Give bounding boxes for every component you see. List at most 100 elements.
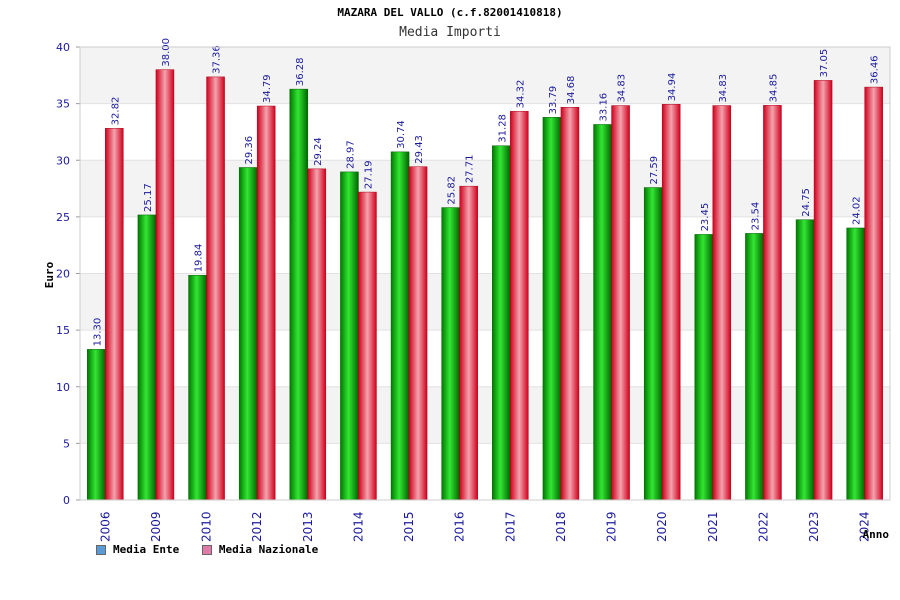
data-label: 27.71 [465,155,476,184]
y-tick-label: 5 [63,437,70,450]
y-tick-label: 10 [56,381,70,394]
data-label: 27.19 [363,160,374,189]
data-label: 38.00 [161,38,172,67]
x-tick-label: 2020 [655,511,669,542]
y-tick-label: 20 [56,268,70,281]
bar-media-nazionale-2009 [155,69,175,501]
bar-media-ente-2013 [289,88,309,501]
bar-media-nazionale-2006 [105,128,124,501]
data-label: 23.45 [700,203,711,232]
x-tick-label: 2012 [250,511,264,542]
bar-media-ente-2012 [238,167,258,501]
data-label: 32.82 [110,97,121,126]
data-label: 29.24 [313,137,324,166]
x-axis-label: Anno [863,528,890,541]
data-label: 33.79 [548,86,559,115]
data-label: 24.02 [852,196,863,225]
bar-media-nazionale-2022 [763,105,782,501]
bar-media-nazionale-2016 [459,185,478,501]
data-label: 29.43 [414,135,425,164]
legend-item-nazionale: Media Nazionale [201,543,319,556]
bar-media-nazionale-2023 [813,80,833,501]
y-tick-label: 30 [56,154,70,167]
legend-item-ente: Media Ente [96,543,179,556]
data-label: 34.68 [566,76,577,105]
data-label: 34.79 [262,74,273,103]
bar-media-ente-2021 [694,234,714,501]
y-tick-label: 40 [56,41,70,54]
bar-media-ente-2018 [542,117,562,501]
data-label: 31.28 [497,114,508,143]
plot-border [79,46,891,501]
bar-media-ente-2016 [441,207,460,501]
data-label: 13.30 [92,318,103,347]
bar-media-ente-2017 [492,145,511,501]
bar-media-nazionale-2019 [611,105,630,501]
legend-swatch-ente [96,544,106,555]
x-tick-label: 2018 [554,511,568,542]
data-label: 24.75 [801,188,812,217]
x-tick-label: 2010 [200,511,214,542]
data-label: 29.36 [244,136,255,165]
bar-media-nazionale-2014 [358,191,377,501]
data-label: 37.36 [212,45,223,74]
legend-swatch-nazionale [201,544,212,555]
y-tick-label: 25 [56,211,70,224]
bar-media-nazionale-2024 [864,86,883,501]
bar-media-ente-2015 [390,151,410,501]
data-label: 30.74 [396,120,407,149]
x-tick-label: 2023 [807,511,821,542]
data-label: 23.54 [750,202,761,231]
x-tick-label: 2016 [453,511,467,542]
chart-title: MAZARA DEL VALLO (c.f.82001410818) [337,6,563,19]
y-tick-label: 0 [63,494,70,507]
bar-media-nazionale-2018 [560,106,580,501]
x-tick-label: 2009 [149,511,163,542]
bar-media-nazionale-2020 [661,104,681,501]
data-label: 33.16 [599,93,610,122]
legend: Media Ente Media Nazionale [96,543,334,558]
x-tick-label: 2021 [706,511,720,542]
x-tick-label: 2022 [756,511,770,542]
x-tick-label: 2017 [503,511,517,542]
bar-media-ente-2020 [643,187,663,501]
bar-media-nazionale-2017 [510,111,529,501]
bar-media-ente-2023 [795,219,815,501]
data-label: 34.83 [617,74,628,103]
x-tick-label: 2024 [858,511,872,542]
bar-media-ente-2019 [593,124,612,501]
data-label: 28.97 [345,140,356,169]
x-tick-label: 2014 [351,511,365,542]
bar-media-ente-2010 [188,275,207,501]
data-label: 34.32 [515,80,526,109]
bar-media-ente-2006 [87,349,106,501]
legend-label-nazionale: Media Nazionale [218,543,319,556]
bar-media-ente-2022 [745,233,764,501]
bar-media-nazionale-2021 [712,105,732,501]
data-label: 34.94 [667,73,678,102]
x-tick-label: 2013 [301,511,315,542]
data-label: 25.82 [447,176,458,205]
x-tick-label: 2019 [605,511,619,542]
data-label: 27.59 [649,156,660,185]
y-axis-label: Euro [43,261,56,288]
x-tick-label: 2006 [98,511,112,542]
bar-media-nazionale-2012 [256,105,276,501]
data-label: 19.84 [194,244,205,273]
data-label: 25.17 [143,183,154,212]
data-label: 36.46 [870,55,881,84]
y-tick-label: 35 [56,98,70,111]
bar-media-nazionale-2015 [408,166,428,501]
chart-subtitle: Media Importi [399,25,501,40]
data-label: 37.05 [819,49,830,78]
bar-media-ente-2024 [846,227,865,501]
legend-label-ente: Media Ente [113,543,180,556]
data-label: 34.85 [768,74,779,103]
data-label: 36.28 [295,57,306,86]
x-tick-label: 2015 [402,511,416,542]
bar-media-ente-2014 [340,171,359,501]
y-tick-label: 15 [56,324,70,337]
bar-media-nazionale-2013 [307,168,327,501]
